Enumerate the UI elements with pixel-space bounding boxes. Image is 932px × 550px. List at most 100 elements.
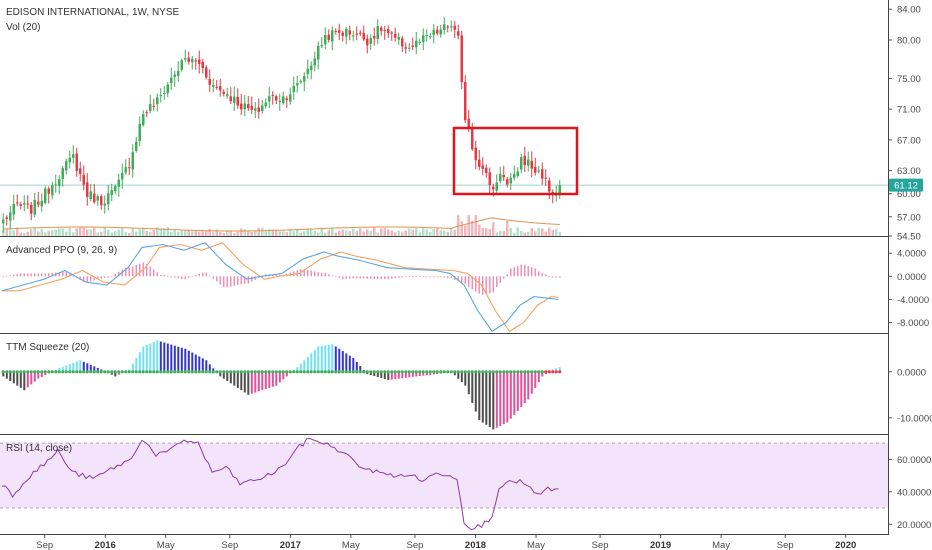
squeeze-bar	[404, 371, 407, 378]
squeeze-dot	[299, 370, 303, 374]
squeeze-bar	[191, 352, 194, 372]
price-tick-label: 60.00	[897, 189, 921, 200]
volume-bar	[520, 230, 523, 236]
ppo-hist-bar	[461, 276, 463, 283]
squeeze-dot	[372, 370, 376, 374]
candle-body	[236, 96, 239, 106]
candle-body	[544, 177, 547, 179]
ppo-hist-bar	[62, 271, 64, 277]
candle-body	[394, 33, 397, 38]
squeeze-dot	[215, 370, 219, 374]
candle-body	[499, 174, 502, 182]
ppo-hist-bar	[377, 276, 379, 280]
volume-bar	[467, 215, 470, 236]
ppo-hist-bar	[527, 265, 529, 277]
candle-body	[121, 172, 124, 180]
rsi-series	[2, 437, 559, 531]
candle-body	[184, 58, 187, 60]
ppo-hist-bar	[41, 273, 43, 277]
squeeze-bar	[334, 346, 337, 372]
squeeze-bar	[243, 371, 246, 393]
rsi-axis[interactable]: 60.0000 40.0000 20.0000	[889, 455, 931, 531]
candle-body	[285, 98, 288, 101]
candle-body	[362, 32, 365, 40]
squeeze-dot	[1, 370, 5, 374]
squeeze-dot	[554, 370, 558, 374]
squeeze-bar	[149, 343, 152, 372]
highlight-box[interactable]	[452, 126, 579, 196]
candle-body	[44, 188, 47, 204]
candle-body	[492, 186, 495, 190]
candle-body	[166, 84, 169, 94]
squeeze-dot	[474, 370, 478, 374]
candle-body	[506, 179, 509, 185]
volume-bar	[191, 231, 194, 236]
candle-body	[275, 96, 278, 101]
squeeze-bar	[376, 371, 379, 378]
squeeze-axis[interactable]: 0.0000 -10.0000	[889, 367, 932, 424]
squeeze-bar	[530, 371, 533, 394]
squeeze-dot	[260, 370, 264, 374]
squeeze-bar	[541, 371, 544, 377]
volume-bar	[327, 230, 330, 236]
ppo-label: Advanced PPO (9, 26, 9)	[6, 245, 117, 256]
volume-bar	[2, 230, 5, 236]
ppo-hist-bar	[475, 276, 477, 292]
volume-bar	[352, 228, 355, 236]
squeeze-bar	[257, 371, 260, 392]
squeeze-pane[interactable]	[0, 334, 888, 434]
volume-bar	[166, 227, 169, 236]
volume-bar	[163, 228, 166, 236]
squeeze-bar	[145, 344, 148, 372]
candle-body	[530, 160, 533, 169]
ppo-axis[interactable]: 4.0000 0.0000 -4.0000 -8.0000	[889, 249, 929, 329]
candle-body	[541, 169, 544, 179]
squeeze-dot	[187, 370, 191, 374]
squeeze-bar	[313, 349, 316, 372]
squeeze-dot	[155, 370, 159, 374]
squeeze-dot	[432, 370, 436, 374]
ppo-hist-bar	[303, 269, 305, 277]
squeeze-dot	[117, 370, 121, 374]
squeeze-bar	[527, 371, 530, 400]
ppo-hist-bar	[272, 274, 274, 277]
squeeze-dot	[376, 370, 380, 374]
ppo-hist-bar	[128, 267, 130, 277]
squeeze-dot	[47, 370, 51, 374]
candle-body	[2, 219, 5, 224]
time-axis[interactable]: Sep 2016 May Sep 2017 May Sep 2018 May Sep 2019 May…	[36, 535, 856, 550]
volume-bar	[285, 232, 288, 236]
ppo-hist-bar	[405, 276, 407, 278]
squeeze-dot	[348, 370, 352, 374]
price-axis[interactable]: 84.00 80.00 75.00 71.00 67.00 63.00 60.00 57.00…	[889, 5, 921, 243]
candle-body	[527, 159, 530, 166]
volume-bar	[86, 229, 89, 236]
ppo-hist-bar	[317, 272, 319, 277]
rsi-tick-label: 60.0000	[897, 455, 931, 466]
squeeze-bar	[250, 371, 253, 394]
symbol-title: EDISON INTERNATIONAL, 1W, NYSE	[6, 7, 180, 18]
candle-body	[310, 65, 313, 71]
candle-body	[478, 159, 481, 167]
volume-bar	[222, 232, 225, 236]
ppo-pane[interactable]	[0, 237, 888, 333]
volume-bar	[303, 231, 306, 236]
volume-bar	[30, 229, 33, 236]
candle-body	[86, 182, 89, 197]
squeeze-bar	[156, 340, 159, 372]
volume-bar	[40, 228, 43, 236]
time-tick-label: 2017	[280, 540, 301, 550]
candle-body	[68, 157, 71, 163]
squeeze-dot	[33, 370, 37, 374]
candle-body	[359, 32, 362, 34]
squeeze-dot	[239, 370, 243, 374]
volume-bar	[464, 225, 467, 236]
volume-bar	[107, 229, 110, 236]
squeeze-bar	[520, 371, 523, 408]
main-pane[interactable]	[0, 0, 888, 236]
ppo-hist-bar	[363, 276, 365, 279]
squeeze-dot	[292, 370, 296, 374]
candle-body	[443, 24, 446, 30]
candle-body	[159, 95, 162, 97]
